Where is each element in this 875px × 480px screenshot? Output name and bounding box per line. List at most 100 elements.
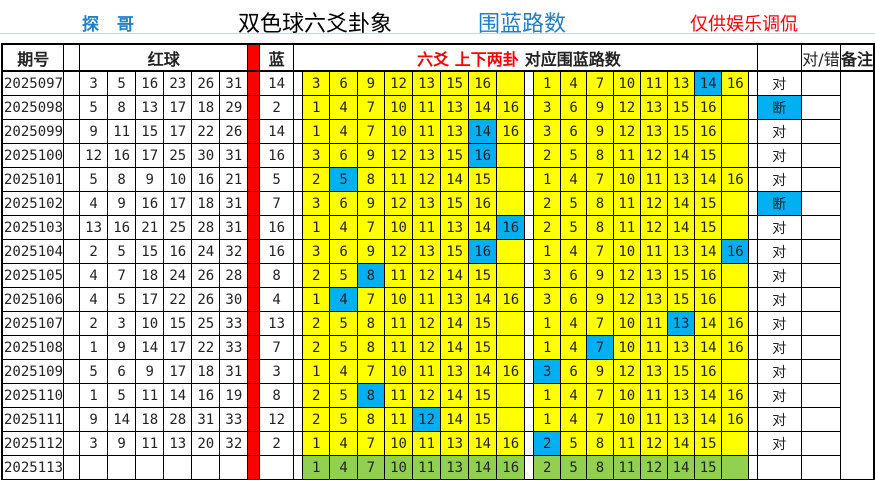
- blank-cell[interactable]: [524, 167, 535, 192]
- lane-number-cell[interactable]: 16: [721, 311, 750, 336]
- blank-cell[interactable]: [524, 311, 535, 336]
- yao-number-cell[interactable]: 11: [412, 215, 442, 240]
- lane-number-cell[interactable]: 6: [559, 119, 588, 144]
- lane-number-cell[interactable]: 11: [639, 70, 668, 96]
- red-ball-cell[interactable]: 8: [107, 167, 137, 192]
- red-ball-cell[interactable]: 16: [135, 70, 165, 96]
- red-ball-cell[interactable]: 5: [107, 239, 137, 264]
- red-ball-cell[interactable]: 10: [163, 167, 193, 192]
- red-ball-cell[interactable]: 2: [79, 311, 109, 336]
- lane-number-cell[interactable]: 13: [639, 359, 668, 384]
- red-ball-cell[interactable]: 29: [219, 95, 249, 120]
- blue-ball-cell[interactable]: [259, 455, 294, 480]
- issue-cell[interactable]: 2025108: [1, 335, 65, 360]
- yao-number-cell[interactable]: [496, 167, 526, 192]
- blank-cell[interactable]: [748, 215, 758, 240]
- lane-number-cell[interactable]: 16: [721, 383, 750, 408]
- red-ball-cell[interactable]: 18: [135, 263, 165, 288]
- remark-cell[interactable]: [800, 359, 841, 384]
- yao-number-cell[interactable]: 8: [356, 335, 386, 360]
- yao-number-cell[interactable]: 11: [384, 167, 414, 192]
- lane-number-cell[interactable]: 6: [559, 95, 588, 120]
- remark-cell[interactable]: [800, 431, 841, 456]
- lane-number-cell[interactable]: 9: [586, 287, 614, 312]
- lane-number-cell[interactable]: 12: [639, 455, 668, 480]
- lane-number-cell[interactable]: 9: [586, 263, 614, 288]
- issue-cell[interactable]: 2025106: [1, 287, 65, 312]
- lane-number-cell[interactable]: 8: [586, 191, 614, 216]
- yao-number-cell[interactable]: 12: [412, 407, 442, 432]
- red-ball-cell[interactable]: 28: [163, 407, 193, 432]
- yao-number-cell[interactable]: 11: [412, 287, 442, 312]
- lane-number-cell[interactable]: 5: [559, 191, 588, 216]
- blue-ball-cell[interactable]: 5: [259, 167, 294, 192]
- blank-cell[interactable]: [63, 431, 81, 456]
- red-ball-cell[interactable]: 4: [79, 263, 109, 288]
- blue-ball-cell[interactable]: 14: [259, 119, 294, 144]
- lane-number-cell[interactable]: 5: [559, 143, 588, 168]
- lane-number-cell[interactable]: 12: [639, 431, 668, 456]
- yao-number-cell[interactable]: 15: [440, 70, 470, 96]
- yao-number-cell[interactable]: 10: [384, 431, 414, 456]
- lane-number-cell[interactable]: 6: [559, 359, 588, 384]
- yao-number-cell[interactable]: 1: [302, 95, 331, 120]
- lane-number-cell[interactable]: 6: [559, 263, 588, 288]
- yao-number-cell[interactable]: 3: [302, 239, 331, 264]
- lane-number-cell[interactable]: 1: [533, 239, 561, 264]
- yao-number-cell[interactable]: 14: [440, 335, 470, 360]
- blank-cell[interactable]: [63, 359, 81, 384]
- lane-number-cell[interactable]: 11: [612, 191, 641, 216]
- blank-cell[interactable]: [524, 239, 535, 264]
- remark-cell[interactable]: [800, 407, 841, 432]
- yao-number-cell[interactable]: 9: [356, 239, 386, 264]
- lane-number-cell[interactable]: 14: [694, 167, 723, 192]
- yao-number-cell[interactable]: 5: [329, 167, 358, 192]
- red-ball-cell[interactable]: 3: [107, 311, 137, 336]
- lane-number-cell[interactable]: 8: [586, 431, 614, 456]
- red-ball-cell[interactable]: 17: [163, 191, 193, 216]
- yao-number-cell[interactable]: 7: [356, 431, 386, 456]
- lane-number-cell[interactable]: 2: [533, 431, 561, 456]
- lane-number-cell[interactable]: 10: [612, 167, 641, 192]
- lane-number-cell[interactable]: 3: [533, 95, 561, 120]
- lane-number-cell[interactable]: 4: [559, 335, 588, 360]
- yao-number-cell[interactable]: 11: [384, 335, 414, 360]
- yao-number-cell[interactable]: 15: [468, 263, 498, 288]
- red-ball-cell[interactable]: 24: [163, 263, 193, 288]
- blank-cell[interactable]: [63, 143, 81, 168]
- yao-number-cell[interactable]: 14: [440, 263, 470, 288]
- yao-number-cell[interactable]: 9: [356, 191, 386, 216]
- red-ball-cell[interactable]: 8: [107, 95, 137, 120]
- yao-number-cell[interactable]: 13: [440, 287, 470, 312]
- blank-cell[interactable]: [292, 311, 304, 336]
- yao-number-cell[interactable]: 2: [302, 407, 331, 432]
- lane-number-cell[interactable]: 11: [612, 143, 641, 168]
- blank-cell[interactable]: [63, 95, 81, 120]
- red-ball-cell[interactable]: 19: [219, 383, 249, 408]
- red-ball-cell[interactable]: 30: [191, 143, 221, 168]
- remark-cell[interactable]: [800, 143, 841, 168]
- blank-cell[interactable]: [748, 431, 758, 456]
- red-ball-cell[interactable]: 28: [219, 263, 249, 288]
- lane-number-cell[interactable]: 11: [639, 407, 668, 432]
- red-ball-cell[interactable]: 16: [135, 191, 165, 216]
- yao-number-cell[interactable]: [496, 407, 526, 432]
- blue-ball-cell[interactable]: 7: [259, 335, 294, 360]
- yao-number-cell[interactable]: 6: [329, 239, 358, 264]
- issue-cell[interactable]: 2025099: [1, 119, 65, 144]
- blank-cell[interactable]: [292, 287, 304, 312]
- yao-number-cell[interactable]: 6: [329, 191, 358, 216]
- lane-number-cell[interactable]: 7: [586, 311, 614, 336]
- blank-cell[interactable]: [524, 455, 535, 480]
- lane-number-cell[interactable]: 11: [639, 311, 668, 336]
- yao-number-cell[interactable]: 13: [440, 119, 470, 144]
- lane-number-cell[interactable]: 2: [533, 455, 561, 480]
- blank-cell[interactable]: [524, 407, 535, 432]
- yao-number-cell[interactable]: 1: [302, 455, 331, 480]
- lane-number-cell[interactable]: 15: [694, 215, 723, 240]
- yao-number-cell[interactable]: 4: [329, 119, 358, 144]
- lane-number-cell[interactable]: 3: [533, 119, 561, 144]
- yao-number-cell[interactable]: 12: [384, 143, 414, 168]
- red-ball-cell[interactable]: 15: [135, 119, 165, 144]
- yao-number-cell[interactable]: 14: [440, 311, 470, 336]
